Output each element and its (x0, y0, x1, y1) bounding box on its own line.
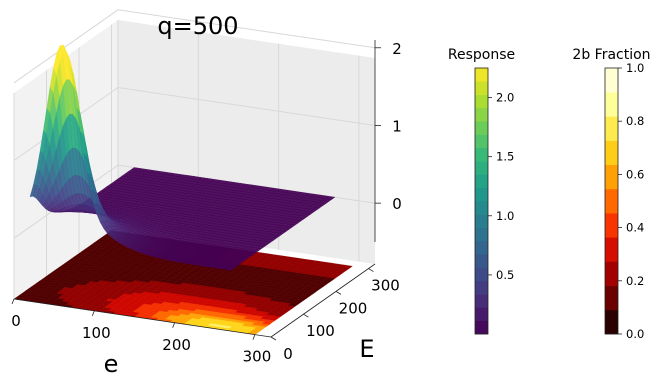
colorbar-tick-label: 1.0 (496, 209, 514, 223)
colorbar-tick-label: 0.4 (626, 221, 644, 235)
colorbar-level (475, 161, 488, 175)
colorbar-level (475, 94, 488, 109)
colorbar-tick-label: 1.5 (496, 150, 514, 164)
colorbar-level (475, 214, 488, 228)
colorbar-level (475, 294, 488, 308)
colorbars: Response 0.5 1.0 1.5 2.0 2b Fraction 0.0 0.2 0.4… (448, 47, 651, 341)
colorbar-response: Response 0.5 1.0 1.5 2.0 (448, 47, 515, 335)
colorbar-level (605, 92, 618, 117)
colorbar-tick-label: 1.0 (626, 61, 644, 75)
z-tick-label: 0 (392, 195, 402, 213)
colorbar-level (475, 107, 488, 122)
x-tick-label: 0 (11, 312, 21, 330)
colorbar-tick-label: 2.0 (496, 91, 514, 105)
colorbar-level (605, 68, 618, 93)
x-tick-label: 100 (82, 324, 111, 342)
colorbar-level (605, 188, 618, 214)
colorbar-level (475, 147, 488, 162)
chart-title: q=500 (157, 12, 238, 40)
colorbar-level (605, 285, 618, 311)
colorbar-2b-fraction: 2b Fraction 0.0 0.2 0.4 0.6 0.8 1.0 (572, 47, 650, 341)
colorbar-level (475, 201, 488, 215)
colorbar-level (475, 174, 488, 188)
response-surface (29, 44, 336, 271)
y-tick-label: 300 (371, 277, 400, 295)
colorbar-level (605, 140, 618, 166)
colorbar-level (605, 164, 618, 190)
colorbar-tick-label: 0.5 (496, 268, 514, 282)
colorbar-tick-label: 0.0 (626, 327, 644, 341)
colorbar-level (605, 116, 618, 141)
axis-lines (13, 40, 376, 338)
y-tick-label: 200 (339, 299, 368, 317)
colorbar-level (475, 227, 488, 242)
colorbar-level (475, 240, 488, 255)
colorbar-tick-label: 0.6 (626, 167, 644, 181)
colorbar-title: Response (448, 47, 515, 63)
colorbar-level (475, 254, 488, 268)
colorbar-level (605, 213, 618, 238)
colorbar-level (605, 261, 618, 286)
y-tick-label: 100 (306, 322, 335, 340)
colorbar-level (475, 68, 488, 82)
colorbar-level (475, 187, 488, 202)
z-tick-label: 1 (392, 117, 402, 135)
colorbar-tick-label: 0.2 (626, 274, 644, 288)
colorbar-level (475, 320, 488, 335)
colorbar-level (475, 134, 488, 149)
y-axis-label: E (359, 335, 374, 363)
colorbar-tick-label: 0.8 (626, 114, 644, 128)
colorbar-title: 2b Fraction (572, 47, 650, 63)
colorbar-level (475, 307, 488, 321)
x-tick-label: 200 (162, 336, 191, 354)
z-tick-label: 2 (392, 40, 402, 58)
colorbar-level (475, 280, 488, 295)
x-axis-label: e (104, 350, 119, 375)
colorbar-level (605, 237, 618, 262)
x-tick-label: 300 (243, 348, 272, 366)
colorbar-level (475, 267, 488, 282)
colorbar-level (605, 309, 618, 335)
colorbar-level (475, 81, 488, 95)
y-tick-label: 0 (283, 345, 293, 363)
colorbar-level (475, 121, 488, 135)
